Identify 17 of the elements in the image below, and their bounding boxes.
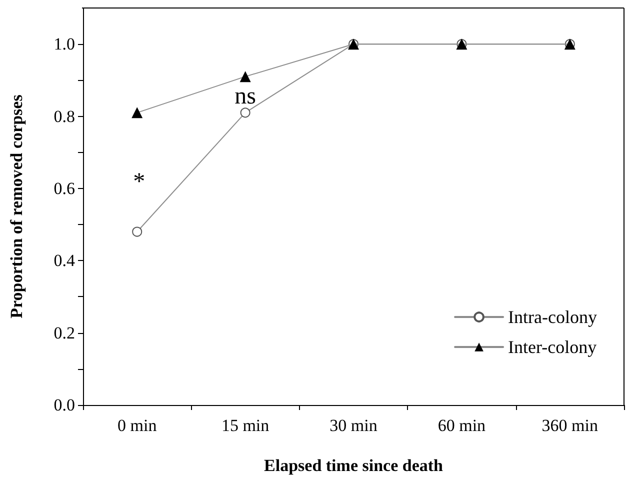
y-tick-label: 0.2 <box>54 323 75 342</box>
y-tick-label: 0.0 <box>54 396 75 414</box>
x-tick-label: 30 min <box>330 416 378 435</box>
y-axis-title: Proportion of removed corpses <box>7 94 26 318</box>
x-tick-label: 360 min <box>542 416 598 435</box>
legend-label: Inter-colony <box>508 337 597 357</box>
y-tick-label: 0.8 <box>54 106 75 126</box>
annotation: ns <box>234 84 256 110</box>
legend-label: Intra-colony <box>508 307 598 327</box>
y-tick-label: 0.4 <box>54 251 76 270</box>
x-axis-title: Elapsed time since death <box>264 456 444 475</box>
x-tick-label: 0 min <box>118 416 158 435</box>
annotation: * <box>133 169 146 196</box>
y-tick-label: 1.0 <box>54 34 75 54</box>
y-tick-label: 0.6 <box>54 178 75 198</box>
x-tick-label: 15 min <box>221 416 270 435</box>
x-tick-label: 60 min <box>438 416 486 435</box>
